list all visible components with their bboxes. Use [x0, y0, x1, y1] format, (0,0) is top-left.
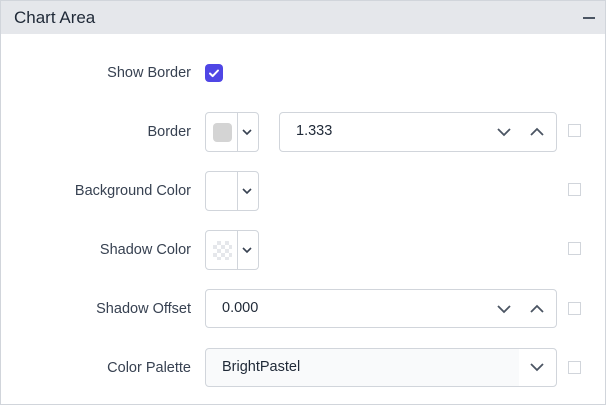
divider	[237, 231, 238, 269]
dropdown-button[interactable]	[519, 349, 556, 386]
shadow-offset-label: Shadow Offset	[96, 301, 191, 317]
shadow-offset-value[interactable]: 0.000	[222, 300, 259, 316]
color-palette-select[interactable]: BrightPastel	[205, 348, 557, 387]
divider	[237, 172, 238, 210]
chevron-down-icon[interactable]	[496, 303, 512, 315]
chevron-up-icon[interactable]	[529, 303, 545, 315]
chevron-down-icon	[242, 188, 252, 195]
shadow-offset-override-checkbox[interactable]	[568, 302, 581, 315]
chevron-down-icon[interactable]	[496, 126, 512, 138]
chevron-down-icon	[242, 129, 252, 136]
border-override-checkbox[interactable]	[568, 124, 581, 137]
minus-icon[interactable]	[583, 17, 595, 19]
panel-header[interactable]: Chart Area	[1, 1, 605, 34]
show-border-checkbox[interactable]	[205, 64, 223, 82]
border-width-value[interactable]: 1.333	[296, 123, 333, 139]
chevron-down-icon	[242, 247, 252, 254]
color-palette-override-checkbox[interactable]	[568, 361, 581, 374]
border-width-input[interactable]: 1.333	[279, 112, 557, 152]
check-icon	[209, 69, 219, 78]
chevron-down-icon	[530, 363, 544, 372]
shadow-color-label: Shadow Color	[99, 242, 191, 258]
color-palette-label: Color Palette	[107, 360, 191, 376]
color-palette-value: BrightPastel	[222, 359, 301, 375]
color-swatch	[213, 182, 232, 201]
background-color-picker[interactable]	[205, 171, 259, 211]
show-border-label: Show Border	[107, 65, 191, 81]
panel-title: Chart Area	[14, 8, 96, 27]
border-color-picker[interactable]	[205, 112, 259, 152]
shadow-color-picker[interactable]	[205, 230, 259, 270]
divider	[237, 113, 238, 151]
background-color-label: Background Color	[74, 183, 191, 199]
border-label: Border	[147, 124, 191, 140]
color-swatch	[213, 123, 232, 142]
chevron-up-icon[interactable]	[529, 126, 545, 138]
shadow-offset-input[interactable]: 0.000	[205, 289, 557, 328]
background-color-override-checkbox[interactable]	[568, 183, 581, 196]
transparent-swatch	[213, 241, 232, 260]
shadow-color-override-checkbox[interactable]	[568, 242, 581, 255]
